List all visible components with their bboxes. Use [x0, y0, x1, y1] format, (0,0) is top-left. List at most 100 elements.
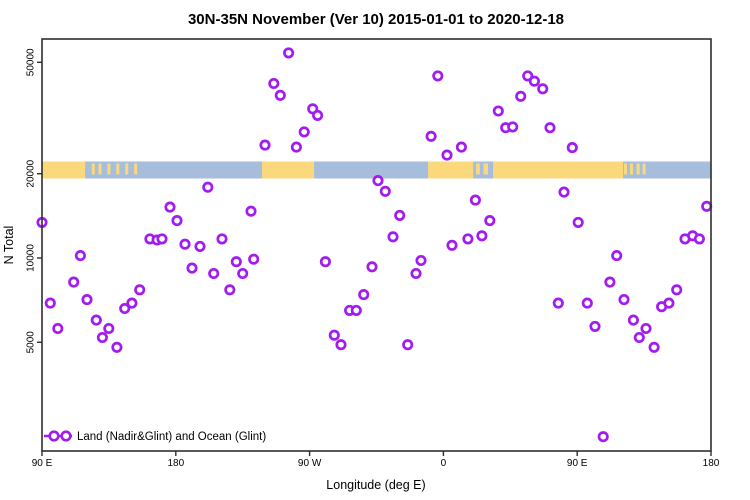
data-point [627, 314, 639, 326]
data-point [358, 289, 370, 301]
data-point [283, 47, 295, 59]
chart-title: 30N-35N November (Ver 10) 2015-01-01 to … [188, 11, 564, 28]
data-point [572, 216, 584, 228]
data-point [410, 267, 422, 280]
data-point [455, 141, 467, 153]
land-segment [493, 161, 623, 179]
data-point [515, 90, 527, 102]
x-tick-label: 90 E [567, 458, 588, 469]
data-point [202, 181, 214, 193]
data-point [469, 194, 481, 206]
data-point [597, 431, 609, 443]
data-point [507, 121, 519, 133]
data-point [581, 297, 593, 309]
legend: Land (Nadir&Glint) and Ocean (Glint) [44, 430, 266, 443]
data-point [319, 256, 331, 268]
data-point [230, 256, 242, 268]
data-points [36, 47, 713, 443]
data-point [335, 339, 347, 351]
y-axis-label: N Total [2, 226, 16, 265]
data-point [237, 267, 249, 280]
x-tick-label: 90 W [298, 458, 322, 469]
axes: 90 E 180 90 W 0 90 E 180 50000 20000 10000 5000 [26, 48, 720, 469]
data-point [537, 83, 549, 95]
x-tick-label: 180 [703, 458, 720, 469]
data-point [552, 297, 564, 309]
island-segment [116, 163, 120, 175]
plot-border [41, 38, 712, 452]
data-point [663, 297, 675, 309]
legend-label: Land (Nadir&Glint) and Ocean (Glint) [77, 431, 266, 443]
data-point [68, 276, 80, 288]
data-point [462, 233, 474, 245]
data-point [248, 253, 260, 265]
data-point [274, 89, 286, 101]
data-point [171, 215, 183, 227]
data-point [298, 126, 310, 138]
land-segment [428, 161, 474, 179]
data-point [350, 304, 362, 316]
island-segment [624, 163, 628, 175]
data-point [432, 70, 444, 82]
data-point [52, 322, 64, 335]
data-point [441, 149, 453, 161]
data-point [268, 77, 280, 90]
data-point [528, 75, 540, 87]
data-point [194, 240, 206, 252]
data-point [648, 341, 660, 353]
data-point [312, 109, 324, 121]
y-tick-label: 20000 [26, 159, 37, 187]
island-segment [91, 163, 95, 175]
data-point [425, 130, 437, 142]
data-point [492, 105, 504, 117]
data-point [558, 186, 570, 198]
land-segment [42, 161, 86, 179]
y-tick-label: 5000 [26, 331, 37, 354]
island-segment [629, 163, 633, 175]
data-point [328, 329, 340, 341]
data-point [179, 238, 191, 250]
data-point [164, 201, 176, 213]
island-segment [125, 163, 129, 175]
x-tick-label: 0 [441, 458, 447, 469]
data-point [522, 70, 534, 82]
island-segment [98, 163, 102, 175]
island-segment [483, 163, 488, 175]
data-point [96, 331, 108, 344]
y-tick-label: 50000 [26, 48, 37, 76]
legend-circle-symbol [60, 430, 72, 442]
data-point [366, 261, 378, 273]
data-point [387, 231, 399, 243]
data-point [372, 175, 384, 187]
map-strip [42, 161, 711, 179]
data-point [589, 320, 601, 332]
data-point [701, 200, 713, 212]
data-point [618, 294, 630, 306]
data-point [604, 276, 616, 288]
island-segment [642, 163, 646, 175]
data-point [484, 215, 496, 227]
data-point [633, 331, 645, 344]
x-tick-label: 90 E [32, 458, 53, 469]
x-axis-label: Longitude (deg E) [326, 478, 425, 492]
data-point [216, 233, 228, 245]
data-point [446, 239, 458, 251]
data-point [134, 284, 146, 296]
data-point [208, 267, 220, 280]
data-point [544, 122, 556, 134]
data-point [640, 322, 652, 335]
data-point [74, 250, 86, 262]
data-point [394, 209, 406, 221]
data-point [186, 262, 198, 274]
data-point [693, 233, 705, 245]
data-point [259, 139, 271, 151]
island-segment [636, 163, 640, 175]
island-segment [134, 163, 138, 175]
island-segment [476, 163, 480, 175]
data-point [402, 339, 414, 351]
data-point [245, 205, 257, 217]
data-point [290, 141, 302, 153]
data-point [379, 185, 391, 197]
data-point [156, 233, 168, 245]
